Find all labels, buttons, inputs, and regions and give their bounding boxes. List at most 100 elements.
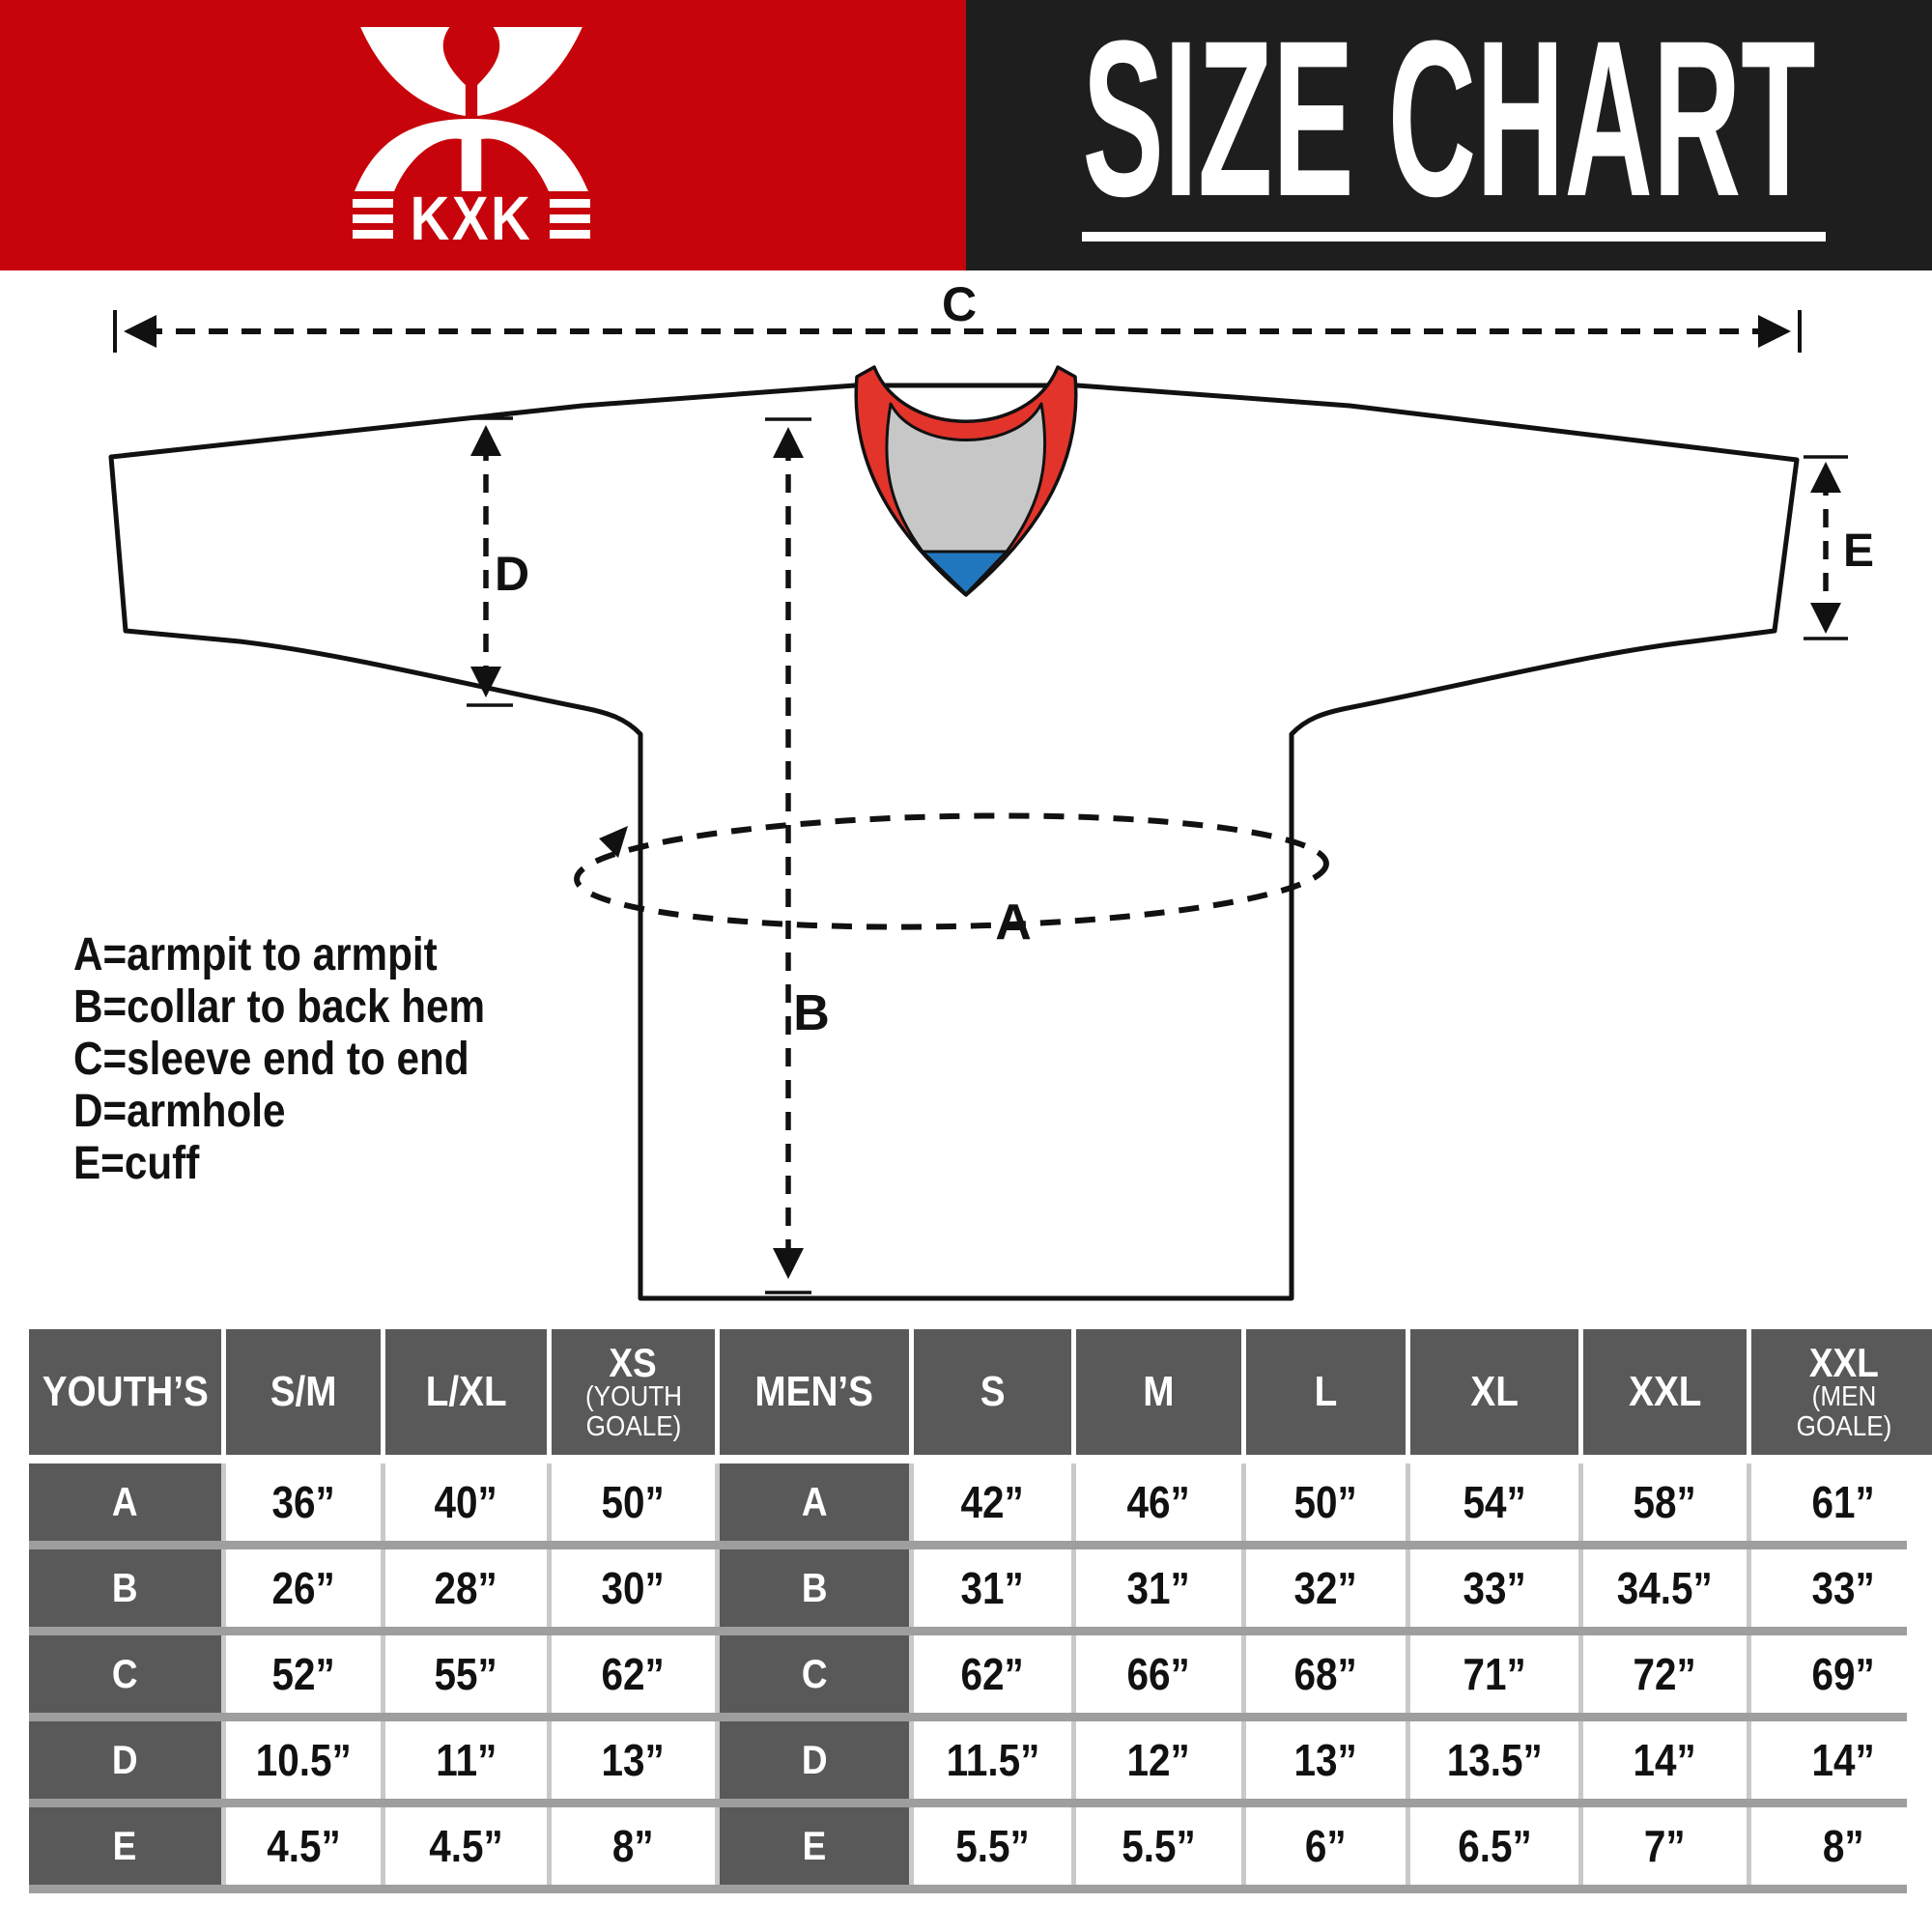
value: 32” [1293, 1563, 1358, 1613]
size-value: 55” [385, 1635, 547, 1713]
size-table: YOUTH’S S/M L/XL XS (YOUTH GOALE) MEN’S … [29, 1329, 1932, 1893]
size-value: 50” [552, 1463, 715, 1541]
row-separator [29, 1541, 1907, 1549]
value: 7” [1644, 1821, 1686, 1871]
col-label: S/M [270, 1368, 337, 1415]
size-value: 8” [1751, 1807, 1932, 1885]
size-value: 62” [914, 1635, 1071, 1713]
size-value: 7” [1583, 1807, 1747, 1885]
row-separator [29, 1799, 1907, 1807]
legend-line: D=armhole [73, 1086, 541, 1138]
logo-left-bars-icon [353, 198, 393, 239]
size-value: 6” [1246, 1807, 1406, 1885]
legend-line: B=collar to back hem [73, 981, 541, 1034]
legend-line: C=sleeve end to end [73, 1034, 541, 1086]
row-letter: C [801, 1651, 828, 1696]
value: 11” [435, 1735, 497, 1785]
col-header: XL [1410, 1329, 1578, 1455]
row-label: B [720, 1549, 909, 1627]
dim-d-arrow-up [470, 425, 501, 456]
value: 61” [1811, 1477, 1876, 1527]
value: 40” [434, 1477, 498, 1527]
row-letter: A [112, 1479, 138, 1524]
row-letter: D [112, 1737, 138, 1782]
value: 14” [1811, 1735, 1876, 1785]
col-header: S [914, 1329, 1071, 1455]
col-label: L [1314, 1368, 1338, 1415]
table-header-row: YOUTH’S S/M L/XL XS (YOUTH GOALE) MEN’S … [29, 1329, 1932, 1455]
col-header: XXL [1583, 1329, 1747, 1455]
row-letter: E [113, 1823, 137, 1868]
value: 5.5” [1122, 1821, 1196, 1871]
value: 8” [1823, 1821, 1864, 1871]
value: 62” [601, 1649, 666, 1699]
row-label: A [720, 1463, 909, 1541]
dim-d-arrow-down [470, 667, 501, 697]
value: 5.5” [955, 1821, 1030, 1871]
row-label: C [720, 1635, 909, 1713]
table-row-c: C 52” 55” 62” C 62” 66” 68” 71” 72” 69” [29, 1635, 1932, 1713]
size-value: 54” [1410, 1463, 1578, 1541]
col-label: XS [609, 1340, 658, 1385]
row-separator [29, 1627, 1907, 1635]
col-header-youth-group: YOUTH’S [29, 1329, 221, 1455]
size-value: 4.5” [385, 1807, 547, 1885]
page-title: SIZE CHART [1082, 0, 1816, 242]
row-label: D [29, 1721, 221, 1799]
size-value: 62” [552, 1635, 715, 1713]
size-value: 8” [552, 1807, 715, 1885]
col-header: L/XL [385, 1329, 547, 1455]
dim-b-label: B [793, 985, 830, 1041]
legend-d: D=armhole [73, 1086, 286, 1137]
dim-e-arrow-up [1810, 462, 1841, 493]
size-value: 14” [1751, 1721, 1932, 1799]
legend-c: C=sleeve end to end [73, 1034, 469, 1085]
row-label: E [29, 1807, 221, 1885]
value: 68” [1293, 1649, 1358, 1699]
value: 4.5” [429, 1821, 503, 1871]
value: 36” [271, 1477, 335, 1527]
col-header: S/M [226, 1329, 381, 1455]
title-panel: SIZE CHART [966, 0, 1932, 270]
col-label: L/XL [425, 1368, 507, 1415]
size-value: 26” [226, 1549, 381, 1627]
size-value: 6.5” [1410, 1807, 1578, 1885]
size-value: 11.5” [914, 1721, 1071, 1799]
row-letter: E [802, 1823, 827, 1868]
size-value: 5.5” [914, 1807, 1071, 1885]
dim-b-arrow-down [773, 1248, 804, 1279]
men-group-label: MEN’S [754, 1368, 874, 1415]
size-value: 31” [1076, 1549, 1241, 1627]
value: 42” [960, 1477, 1025, 1527]
size-value: 33” [1751, 1549, 1932, 1627]
size-value: 14” [1583, 1721, 1747, 1799]
dim-a-label: A [995, 895, 1032, 951]
size-value: 11” [385, 1721, 547, 1799]
value: 11.5” [946, 1735, 1039, 1785]
col-header-men-group: MEN’S [720, 1329, 909, 1455]
col-label: XL [1470, 1368, 1519, 1415]
table-row-a: A 36” 40” 50” A 42” 46” 50” 54” 58” 61” [29, 1463, 1932, 1541]
value: 31” [1126, 1563, 1191, 1613]
value: 58” [1633, 1477, 1697, 1527]
value: 62” [960, 1649, 1025, 1699]
row-label: C [29, 1635, 221, 1713]
table-bottom-bar [29, 1885, 1907, 1893]
value: 33” [1811, 1563, 1876, 1613]
dim-c-label: C [942, 277, 977, 331]
size-value: 13.5” [1410, 1721, 1578, 1799]
value: 8” [612, 1821, 654, 1871]
size-value: 32” [1246, 1549, 1406, 1627]
value: 34.5” [1616, 1563, 1714, 1613]
value: 26” [271, 1563, 335, 1613]
logo-right-bars-icon [550, 198, 590, 239]
col-sublabel: (YOUTH GOALE) [584, 1381, 682, 1442]
size-value: 52” [226, 1635, 381, 1713]
value: 50” [601, 1477, 666, 1527]
value: 71” [1463, 1649, 1526, 1699]
col-header: XS (YOUTH GOALE) [552, 1329, 715, 1455]
size-value: 31” [914, 1549, 1071, 1627]
size-value: 68” [1246, 1635, 1406, 1713]
value: 52” [271, 1649, 335, 1699]
